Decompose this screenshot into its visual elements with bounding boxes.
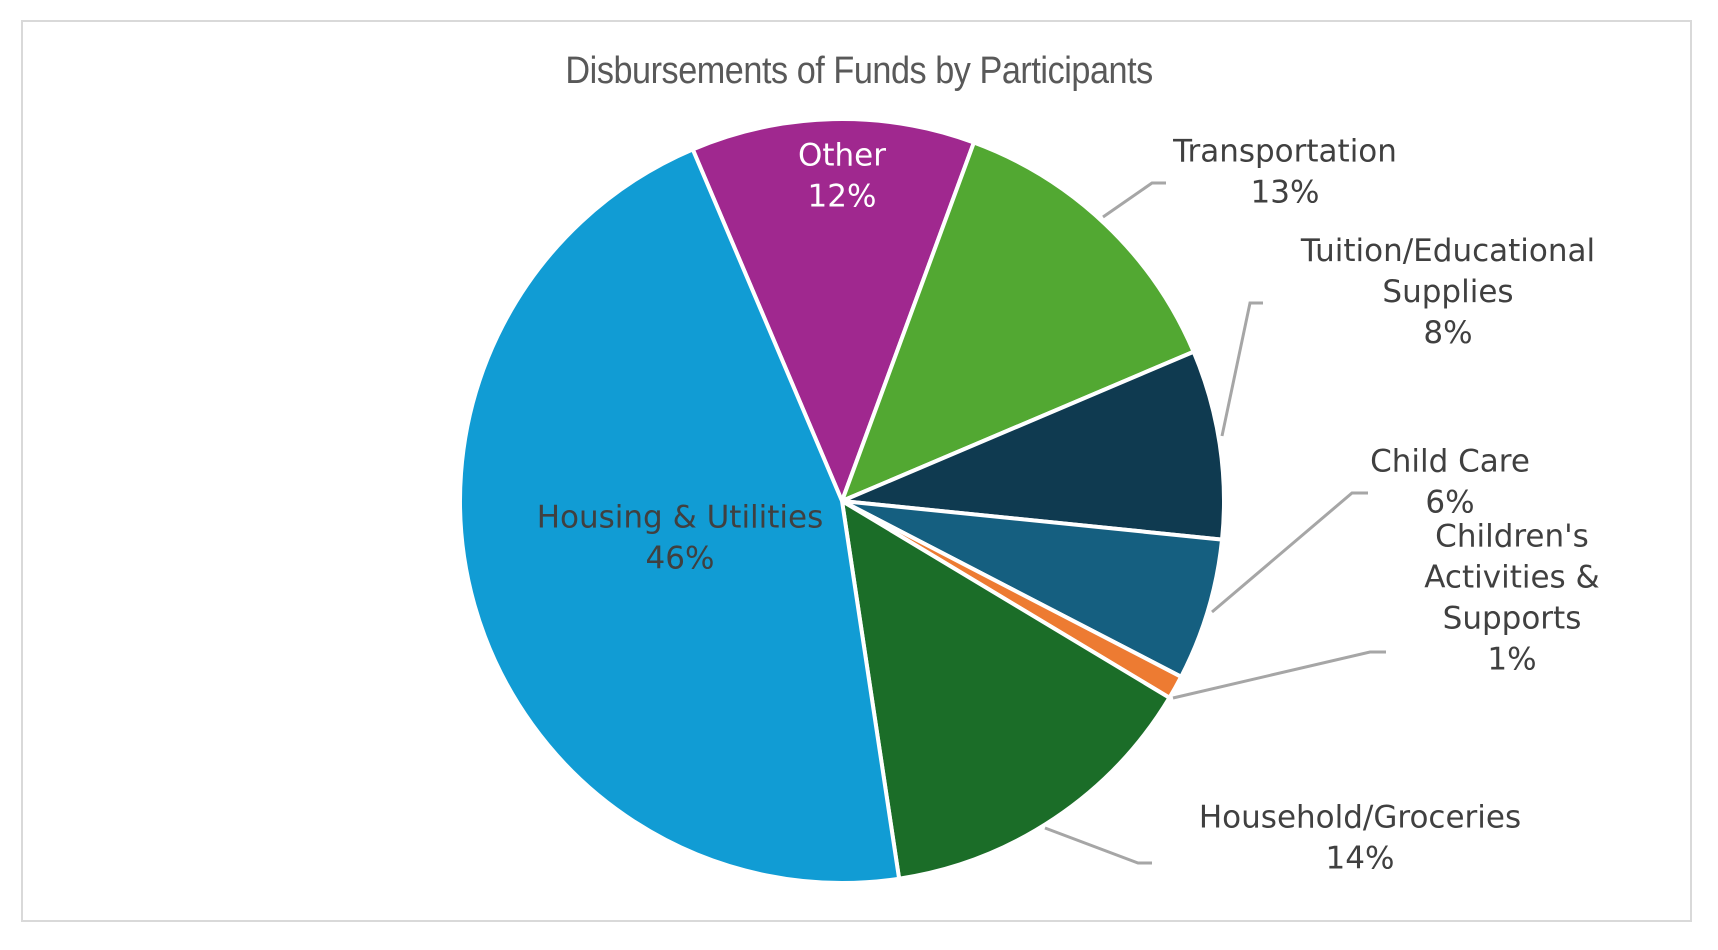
data-label-transportation: Transportation 13% bbox=[1172, 134, 1397, 211]
leader-lines bbox=[1044, 181, 1386, 865]
leader-line-child-care bbox=[1211, 491, 1368, 614]
data-label-children-s-activities-supports: Children's Activities & Supports 1% bbox=[1424, 519, 1599, 678]
data-label-other: Other 12% bbox=[798, 138, 886, 215]
slice-household-groceries bbox=[840, 499, 1172, 881]
slice-transportation bbox=[840, 140, 1196, 503]
data-label-child-care: Child Care 6% bbox=[1370, 444, 1530, 521]
data-labels: Other 12% Transportation 13% Tuition/Educati… bbox=[537, 134, 1600, 877]
leader-line-tuition-educational-supplies bbox=[1220, 301, 1263, 437]
slice-housing-utilities bbox=[458, 147, 902, 885]
slice-other bbox=[690, 117, 976, 503]
slice-tuition-educational-supplies bbox=[840, 349, 1226, 542]
data-label-housing-utilities: Housing & Utilities 46% bbox=[537, 500, 824, 577]
leader-line-transportation bbox=[1102, 181, 1166, 219]
data-label-household-groceries: Household/Groceries 14% bbox=[1199, 800, 1521, 877]
data-label-tuition-educational-supplies: Tuition/Educational Supplies 8% bbox=[1300, 233, 1595, 351]
slice-child-care bbox=[840, 499, 1225, 679]
leader-line-children-s-activities-supports bbox=[1172, 650, 1386, 700]
pie-slices bbox=[458, 117, 1226, 885]
leader-line-household-groceries bbox=[1044, 826, 1152, 865]
chart-title: Disbursements of Funds by Participants bbox=[565, 50, 1153, 92]
